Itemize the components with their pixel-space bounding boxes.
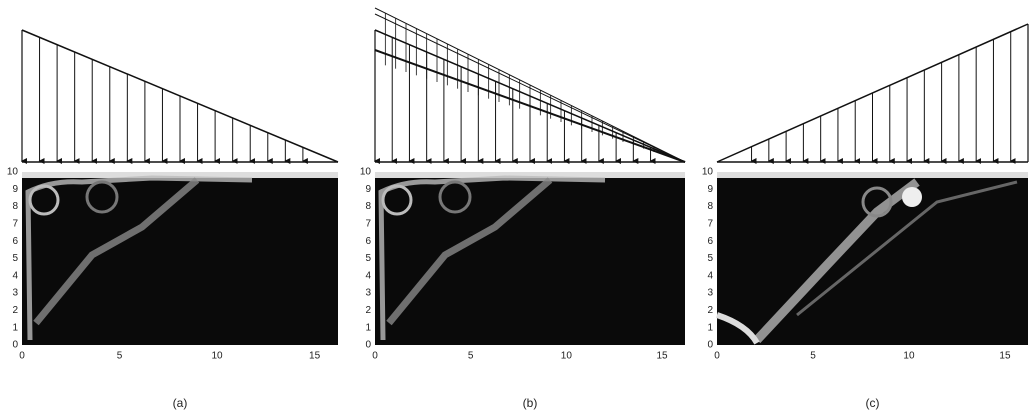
y-tick-label: 2	[365, 305, 371, 316]
x-tick-label: 10	[561, 351, 573, 362]
y-tick-label: 9	[707, 184, 713, 195]
y-tick-label: 0	[707, 340, 713, 351]
y-tick-label: 0	[12, 340, 18, 351]
y-tick-label: 8	[707, 201, 713, 212]
x-tick-label: 5	[117, 351, 123, 362]
y-tick-label: 6	[707, 236, 713, 247]
x-tick-label: 5	[810, 351, 816, 362]
y-tick-label: 9	[365, 184, 371, 195]
y-tick-label: 4	[707, 270, 713, 281]
y-tick-label: 1	[707, 322, 713, 333]
y-tick-label: 5	[707, 253, 713, 264]
y-tick-label: 10	[7, 167, 19, 178]
y-tick-label: 2	[12, 305, 18, 316]
y-tick-label: 0	[365, 340, 371, 351]
y-tick-label: 3	[365, 288, 371, 299]
y-tick-label: 10	[702, 167, 714, 178]
y-tick-label: 5	[12, 253, 18, 264]
node	[902, 187, 922, 207]
y-tick-label: 2	[707, 305, 713, 316]
y-tick-label: 7	[707, 219, 713, 230]
y-tick-label: 1	[12, 322, 18, 333]
x-tick-label: 0	[19, 351, 25, 362]
x-tick-label: 0	[372, 351, 378, 362]
y-tick-label: 1	[365, 322, 371, 333]
x-tick-label: 0	[714, 351, 720, 362]
top-band	[717, 172, 1028, 178]
y-tick-label: 8	[12, 201, 18, 212]
y-tick-label: 7	[365, 219, 371, 230]
panel-label: (a)	[173, 396, 188, 410]
y-tick-label: 5	[365, 253, 371, 264]
x-tick-label: 10	[903, 351, 915, 362]
figure: 012345678910051015(a)012345678910051015(…	[0, 0, 1030, 417]
y-tick-label: 10	[360, 167, 372, 178]
y-tick-label: 7	[12, 219, 18, 230]
panel-label: (b)	[523, 396, 538, 410]
y-tick-label: 8	[365, 201, 371, 212]
y-tick-label: 4	[365, 270, 371, 281]
x-tick-label: 5	[468, 351, 474, 362]
y-tick-label: 9	[12, 184, 18, 195]
x-tick-label: 15	[999, 351, 1011, 362]
y-tick-label: 3	[12, 288, 18, 299]
design-domain	[717, 172, 1028, 345]
y-tick-label: 6	[365, 236, 371, 247]
y-tick-label: 3	[707, 288, 713, 299]
y-tick-label: 4	[12, 270, 18, 281]
panel-label: (c)	[866, 396, 880, 410]
x-tick-label: 10	[211, 351, 223, 362]
x-tick-label: 15	[656, 351, 668, 362]
y-tick-label: 6	[12, 236, 18, 247]
x-tick-label: 15	[309, 351, 321, 362]
